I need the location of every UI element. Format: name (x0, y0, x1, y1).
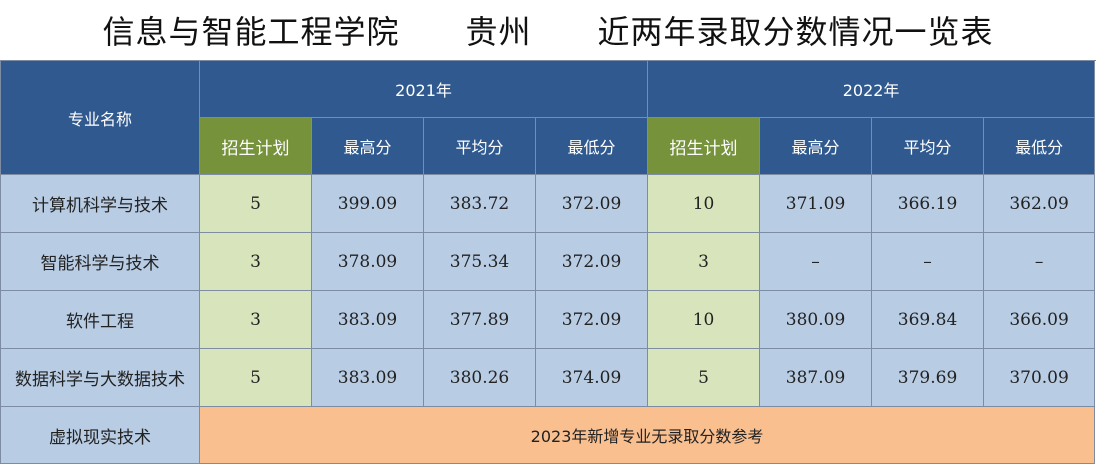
major-name-header[interactable]: 专业名称 (0, 60, 200, 175)
major-name-cell[interactable]: 计算机科学与技术 (0, 174, 200, 233)
score-table: 专业名称 2021年 2022年 招生计划 最高分 平均分 最低分 招生计划 最… (0, 60, 1096, 464)
score-cell[interactable]: 379.69 (871, 348, 985, 407)
score-cell[interactable]: 375.34 (423, 232, 536, 291)
major-name-cell[interactable]: 智能科学与技术 (0, 232, 200, 291)
score-cell[interactable]: 366.19 (871, 174, 985, 233)
avg-score-header-2021[interactable]: 平均分 (423, 117, 536, 175)
score-cell[interactable]: – (759, 232, 873, 291)
min-score-header-2021[interactable]: 最低分 (534, 117, 649, 175)
score-cell[interactable]: 383.09 (311, 348, 424, 407)
plan-cell[interactable]: 5 (199, 174, 312, 233)
major-name-cell[interactable]: 数据科学与大数据技术 (0, 348, 200, 407)
score-cell[interactable]: 377.89 (423, 290, 536, 349)
year-2021-header[interactable]: 2021年 (198, 60, 649, 118)
plan-header-2022[interactable]: 招生计划 (647, 117, 761, 175)
score-cell[interactable]: 366.09 (983, 290, 1096, 349)
score-cell[interactable]: 378.09 (311, 232, 424, 291)
score-cell[interactable]: 362.09 (983, 174, 1096, 233)
table-row: 智能科学与技术 3 378.09 375.34 372.09 3 – – – (0, 232, 1096, 291)
max-score-header-2021[interactable]: 最高分 (311, 117, 424, 175)
plan-cell[interactable]: 5 (199, 348, 312, 407)
table-row: 数据科学与大数据技术 5 383.09 380.26 374.09 5 387.… (0, 348, 1096, 407)
score-cell[interactable]: 372.09 (534, 232, 649, 291)
page-title: 信息与智能工程学院 贵州 近两年录取分数情况一览表 (0, 0, 1096, 61)
score-cell[interactable]: 369.84 (871, 290, 985, 349)
score-cell[interactable]: 372.09 (534, 174, 649, 233)
score-cell[interactable]: 374.09 (534, 348, 649, 407)
score-cell[interactable]: 380.09 (759, 290, 873, 349)
score-cell[interactable]: 380.26 (423, 348, 536, 407)
new-major-note-cell[interactable]: 2023年新增专业无录取分数参考 (198, 406, 1096, 464)
year-2022-header[interactable]: 2022年 (647, 60, 1096, 118)
plan-cell[interactable]: 3 (199, 232, 312, 291)
min-score-header-2022[interactable]: 最低分 (983, 117, 1096, 175)
plan-cell[interactable]: 5 (647, 348, 761, 407)
score-cell[interactable]: – (983, 232, 1096, 291)
score-cell[interactable]: 371.09 (759, 174, 873, 233)
plan-cell[interactable]: 10 (647, 174, 761, 233)
plan-cell[interactable]: 3 (199, 290, 312, 349)
major-name-cell[interactable]: 虚拟现实技术 (0, 406, 200, 464)
major-name-cell[interactable]: 软件工程 (0, 290, 200, 349)
header-row-columns: 招生计划 最高分 平均分 最低分 招生计划 最高分 平均分 最低分 (1, 117, 1096, 175)
score-cell[interactable]: 383.72 (423, 174, 536, 233)
plan-header-2021[interactable]: 招生计划 (199, 117, 312, 175)
table-row: 软件工程 3 383.09 377.89 372.09 10 380.09 36… (0, 290, 1096, 349)
plan-cell[interactable]: 10 (647, 290, 761, 349)
plan-cell[interactable]: 3 (647, 232, 761, 291)
score-cell[interactable]: 399.09 (311, 174, 424, 233)
score-cell[interactable]: 372.09 (534, 290, 649, 349)
score-cell[interactable]: – (871, 232, 985, 291)
header-row-years: 专业名称 2021年 2022年 (0, 60, 1096, 175)
max-score-header-2022[interactable]: 最高分 (759, 117, 873, 175)
avg-score-header-2022[interactable]: 平均分 (871, 117, 985, 175)
score-cell[interactable]: 387.09 (759, 348, 873, 407)
table-row-new-major: 虚拟现实技术 2023年新增专业无录取分数参考 (0, 406, 1096, 464)
score-cell[interactable]: 370.09 (983, 348, 1096, 407)
score-cell[interactable]: 383.09 (311, 290, 424, 349)
table-row: 计算机科学与技术 5 399.09 383.72 372.09 10 371.0… (0, 174, 1096, 233)
